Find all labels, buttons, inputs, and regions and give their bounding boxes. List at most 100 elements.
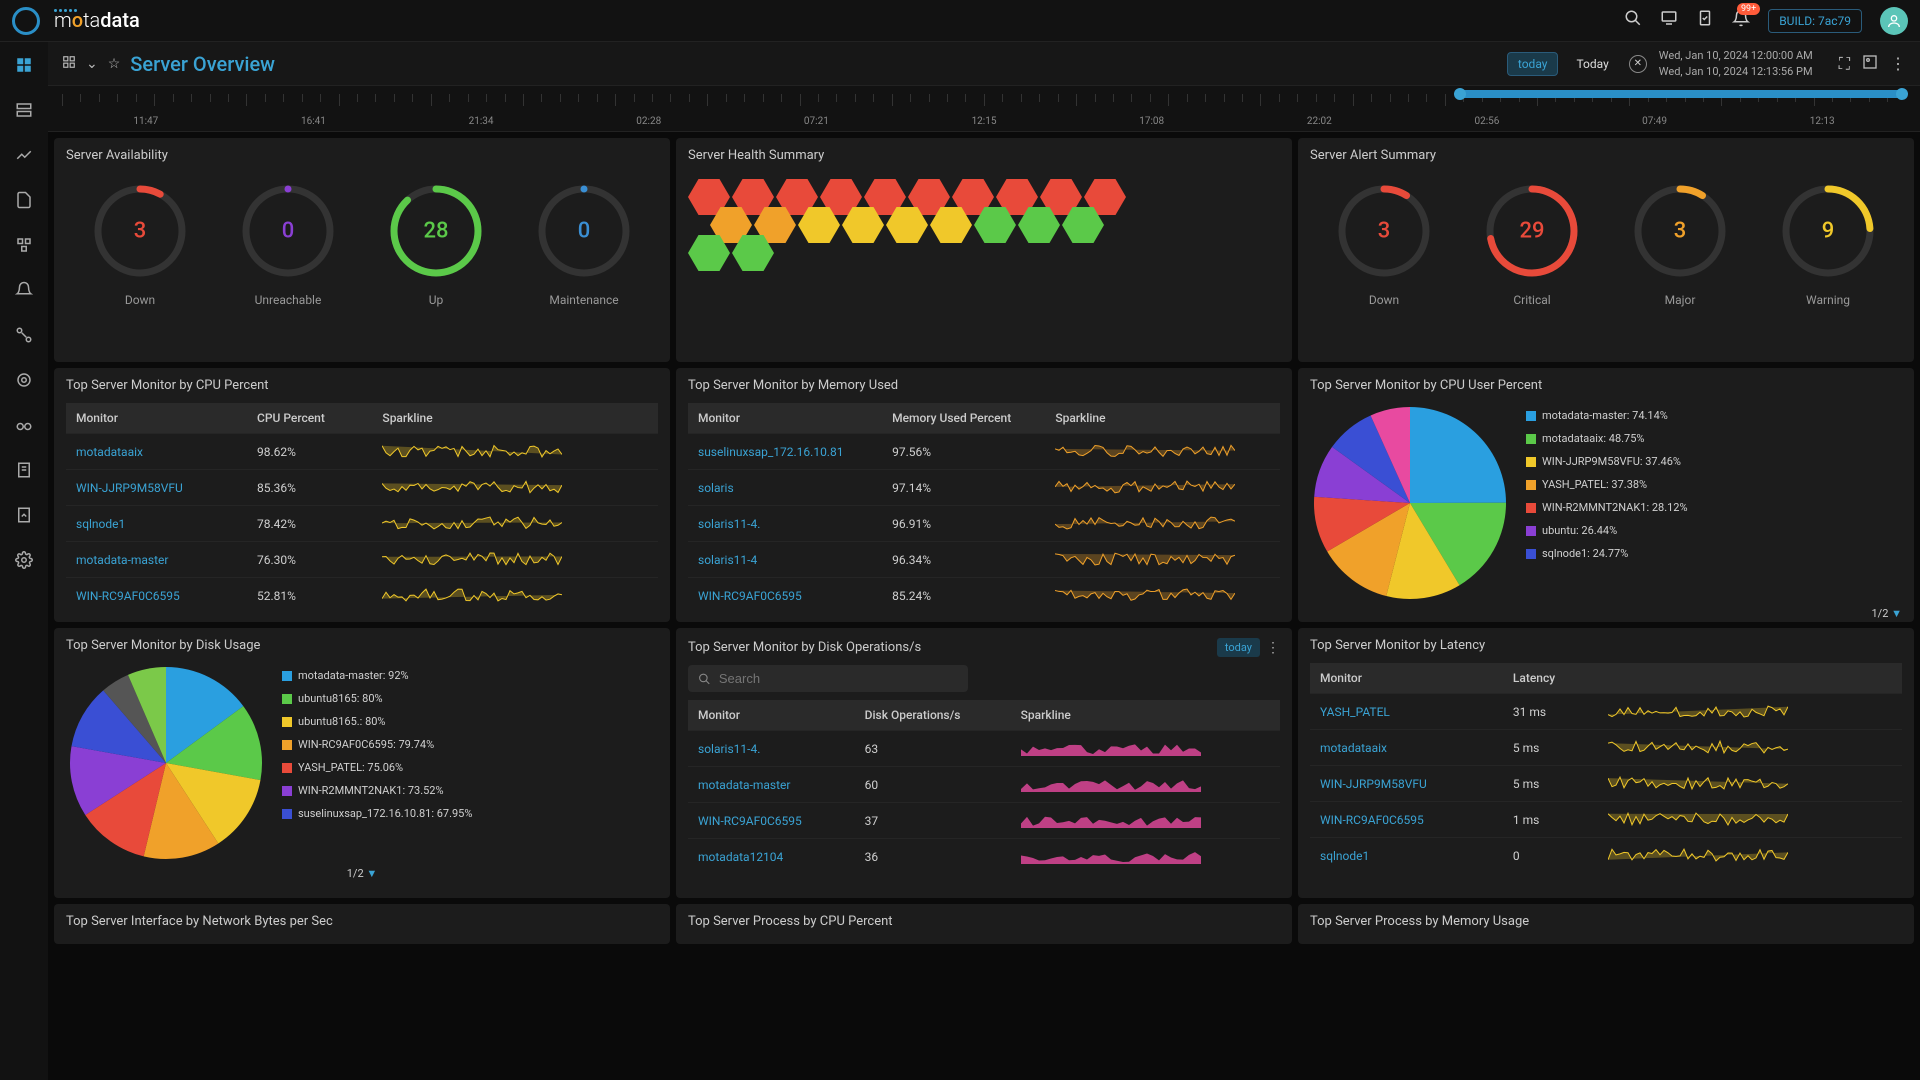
chevron-down-icon[interactable]: ⌄	[86, 56, 98, 72]
legend-item[interactable]: WIN-R2MMNT2NAK1: 73.52%	[282, 784, 472, 797]
donut-item[interactable]: 28 Up	[388, 183, 484, 307]
star-icon[interactable]: ☆	[108, 56, 121, 72]
value-cell: 37	[855, 803, 1011, 839]
notifications-icon[interactable]: 99+	[1732, 9, 1750, 32]
panel-menu-icon[interactable]: ⋮	[1266, 640, 1280, 656]
table-row[interactable]: WIN-RC9AF0C6595 52.81%	[66, 578, 658, 614]
table-row[interactable]: WIN-RC9AF0C6595 85.24%	[688, 578, 1280, 614]
table-row[interactable]: solaris11-4. 63	[688, 731, 1280, 767]
server-icon[interactable]	[15, 101, 33, 124]
document-icon[interactable]	[15, 191, 33, 214]
sparkline-cell	[1045, 506, 1280, 542]
table-row[interactable]: WIN-RC9AF0C6595 37	[688, 803, 1280, 839]
diskops-table: MonitorDisk Operations/sSparkline solari…	[688, 700, 1280, 874]
donut-item[interactable]: 3 Down	[92, 183, 188, 307]
legend-item[interactable]: YASH_PATEL: 75.06%	[282, 761, 472, 774]
today-chip[interactable]: today	[1217, 638, 1260, 657]
panel-alerts: Server Alert Summary 3 Down 29 Critical	[1298, 138, 1914, 362]
build-label[interactable]: BUILD: 7ac79	[1768, 9, 1862, 33]
legend-item[interactable]: sqlnode1: 24.77%	[1526, 547, 1688, 560]
report-icon[interactable]	[15, 461, 33, 484]
search-icon[interactable]	[1624, 9, 1642, 32]
legend-item[interactable]: motadata-master: 74.14%	[1526, 409, 1688, 422]
value-cell: 85.24%	[882, 578, 1045, 614]
legend-item[interactable]: ubuntu8165: 80%	[282, 692, 472, 705]
alert-donuts: 3 Down 29 Critical 3 Major 9	[1310, 173, 1902, 323]
legend-item[interactable]: WIN-RC9AF0C6595: 79.74%	[282, 738, 472, 751]
value-cell: 63	[855, 731, 1011, 767]
monitor-link: WIN-RC9AF0C6595	[66, 578, 247, 614]
table-row[interactable]: solaris 97.14%	[688, 470, 1280, 506]
donut-item[interactable]: 3 Major	[1632, 183, 1728, 307]
clipboard-icon[interactable]	[1696, 9, 1714, 32]
sparkline-cell	[1011, 839, 1280, 875]
avatar-icon[interactable]	[1880, 7, 1908, 35]
table-row[interactable]: WIN-JJRP9M58VFU 5 ms	[1310, 766, 1902, 802]
automation-icon[interactable]	[15, 371, 33, 394]
donut-item[interactable]: 9 Warning	[1780, 183, 1876, 307]
search-input[interactable]	[719, 671, 958, 686]
table-row[interactable]: YASH_PATEL 31 ms	[1310, 694, 1902, 730]
legend-item[interactable]: YASH_PATEL: 37.38%	[1526, 478, 1688, 491]
monitor-link: WIN-RC9AF0C6595	[688, 803, 855, 839]
legend-item[interactable]: suselinuxsap_172.16.10.81: 67.95%	[282, 807, 472, 820]
table-row[interactable]: motadata-master 76.30%	[66, 542, 658, 578]
timeline-playbar[interactable]	[1456, 90, 1906, 98]
bell-icon[interactable]	[15, 281, 33, 304]
table-row[interactable]: sqlnode1 0	[1310, 838, 1902, 874]
legend-item[interactable]: motadataaix: 48.75%	[1526, 432, 1688, 445]
donut-item[interactable]: 0 Maintenance	[536, 183, 632, 307]
table-row[interactable]: solaris11-4. 96.91%	[688, 506, 1280, 542]
donut-item[interactable]: 3 Down	[1336, 183, 1432, 307]
monitor-link: WIN-RC9AF0C6595	[1310, 802, 1503, 838]
legend-item[interactable]: WIN-R2MMNT2NAK1: 28.12%	[1526, 501, 1688, 514]
more-icon[interactable]: ⋮	[1890, 54, 1906, 73]
network-icon[interactable]	[15, 236, 33, 259]
today-chip[interactable]: today	[1507, 52, 1559, 76]
memory-table: MonitorMemory Used PercentSparkline suse…	[688, 403, 1280, 613]
panel-diskops: Top Server Monitor by Disk Operations/s …	[676, 628, 1292, 898]
brand-name: motadata	[54, 8, 140, 32]
analytics-icon[interactable]	[15, 146, 33, 169]
dashboard-icon[interactable]	[15, 56, 33, 79]
donut-item[interactable]: 29 Critical	[1484, 183, 1580, 307]
table-row[interactable]: solaris11-4 96.34%	[688, 542, 1280, 578]
table-row[interactable]: motadataaix 98.62%	[66, 434, 658, 470]
table-row[interactable]: suselinuxsap_172.16.10.81 97.56%	[688, 434, 1280, 470]
image-icon[interactable]	[1862, 54, 1878, 74]
table-row[interactable]: motadata12104 36	[688, 839, 1280, 875]
fullscreen-icon[interactable]: ⛶	[1839, 54, 1850, 74]
pager[interactable]: 1/2 ▼	[66, 867, 658, 880]
binoculars-icon[interactable]	[15, 416, 33, 439]
legend-item[interactable]: motadata-master: 92%	[282, 669, 472, 682]
panel-latency: Top Server Monitor by Latency MonitorLat…	[1298, 628, 1914, 898]
settings-icon[interactable]	[15, 551, 33, 574]
monitor-icon[interactable]	[1660, 9, 1678, 32]
export-icon[interactable]	[15, 506, 33, 529]
cpuuser-legend: motadata-master: 74.14% motadataaix: 48.7…	[1526, 403, 1688, 560]
monitor-link: WIN-JJRP9M58VFU	[66, 470, 247, 506]
panel-cpu: Top Server Monitor by CPU Percent Monito…	[54, 368, 670, 622]
legend-item[interactable]: ubuntu: 26.44%	[1526, 524, 1688, 537]
legend-item[interactable]: WIN-JJRP9M58VFU: 37.46%	[1526, 455, 1688, 468]
panel-title: Top Server Interface by Network Bytes pe…	[66, 914, 658, 929]
topology-icon[interactable]	[15, 326, 33, 349]
panel-cpuuser: Top Server Monitor by CPU User Percent m…	[1298, 368, 1914, 622]
table-row[interactable]: WIN-RC9AF0C6595 1 ms	[1310, 802, 1902, 838]
table-row[interactable]: motadata-master 60	[688, 767, 1280, 803]
cpuuser-pie	[1310, 403, 1510, 603]
sparkline-cell	[372, 542, 658, 578]
table-row[interactable]: motadataaix 5 ms	[1310, 730, 1902, 766]
table-row[interactable]: WIN-JJRP9M58VFU 85.36%	[66, 470, 658, 506]
donut-item[interactable]: 0 Unreachable	[240, 183, 336, 307]
table-row[interactable]: sqlnode1 78.42%	[66, 506, 658, 542]
panel-title: Server Availability	[66, 148, 658, 163]
timeline[interactable]: 11:4716:4121:3402:2807:2112:1517:0822:02…	[48, 86, 1920, 132]
monitor-link: solaris	[688, 470, 882, 506]
clear-range-button[interactable]: ✕	[1629, 55, 1647, 73]
value-cell: 52.81%	[247, 578, 372, 614]
grid-icon[interactable]	[62, 55, 76, 73]
pager[interactable]: 1/2 ▼	[1310, 607, 1902, 620]
timeline-labels: 11:4716:4121:3402:2807:2112:1517:0822:02…	[62, 116, 1906, 127]
legend-item[interactable]: ubuntu8165.: 80%	[282, 715, 472, 728]
